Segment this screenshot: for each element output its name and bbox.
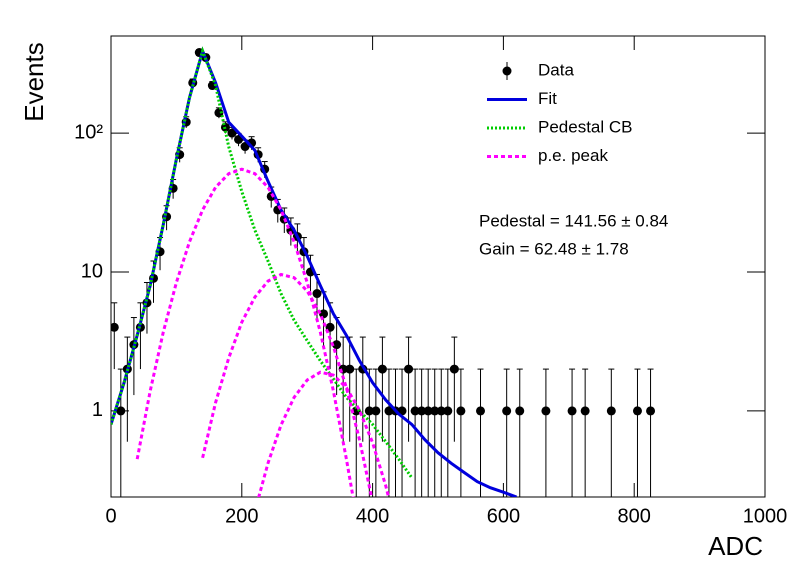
data-point: [436, 406, 446, 416]
fit-curve: [135, 167, 355, 497]
data-point: [430, 406, 440, 416]
x-tick-label: 0: [105, 505, 116, 527]
legend-label: Pedestal CB: [538, 117, 633, 136]
data-point: [646, 406, 656, 416]
data-point: [332, 340, 342, 350]
data-point: [476, 406, 486, 416]
data-point: [606, 406, 616, 416]
data-point: [364, 406, 374, 416]
data-point: [371, 406, 381, 416]
data-point: [312, 289, 322, 299]
data-point: [384, 406, 394, 416]
data-point: [377, 364, 387, 374]
legend-symbol: [502, 66, 512, 76]
x-tick-label: 400: [356, 505, 389, 527]
plot-area: [111, 46, 656, 497]
fit-curve: [201, 272, 374, 497]
data-point: [111, 322, 119, 332]
data-point: [502, 406, 512, 416]
data-point: [227, 128, 237, 138]
y-axis-title: Events: [19, 42, 49, 122]
data-point: [410, 406, 420, 416]
data-point: [449, 364, 459, 374]
data-point: [541, 406, 551, 416]
plot-frame: [110, 35, 766, 498]
data-point: [404, 364, 414, 374]
data-point: [423, 406, 433, 416]
fit-curve: [257, 370, 391, 497]
fit-curve: [111, 46, 518, 497]
annotation: Pedestal = 141.56 ± 0.84: [479, 211, 668, 230]
data-point: [632, 406, 642, 416]
y-tick-label: 1: [92, 399, 103, 421]
data-point: [580, 406, 590, 416]
data-point: [443, 406, 453, 416]
data-point: [567, 406, 577, 416]
x-tick-label: 800: [618, 505, 651, 527]
x-tick-label: 200: [225, 505, 258, 527]
data-point: [319, 309, 329, 319]
x-tick-label: 1000: [743, 505, 788, 527]
data-point: [515, 406, 525, 416]
y-tick-label: 10²: [74, 121, 103, 143]
annotation: Gain = 62.48 ± 1.78: [479, 239, 629, 258]
data-point: [417, 406, 427, 416]
data-point: [214, 108, 224, 118]
data-point: [345, 364, 355, 374]
data-point: [456, 406, 466, 416]
legend-label: Data: [538, 60, 574, 79]
x-tick-label: 600: [487, 505, 520, 527]
data-point: [116, 406, 126, 416]
legend-label: Fit: [538, 89, 557, 108]
legend-label: p.e. peak: [538, 146, 608, 165]
x-axis-title: ADC: [708, 531, 763, 561]
y-tick-label: 10: [81, 260, 103, 282]
